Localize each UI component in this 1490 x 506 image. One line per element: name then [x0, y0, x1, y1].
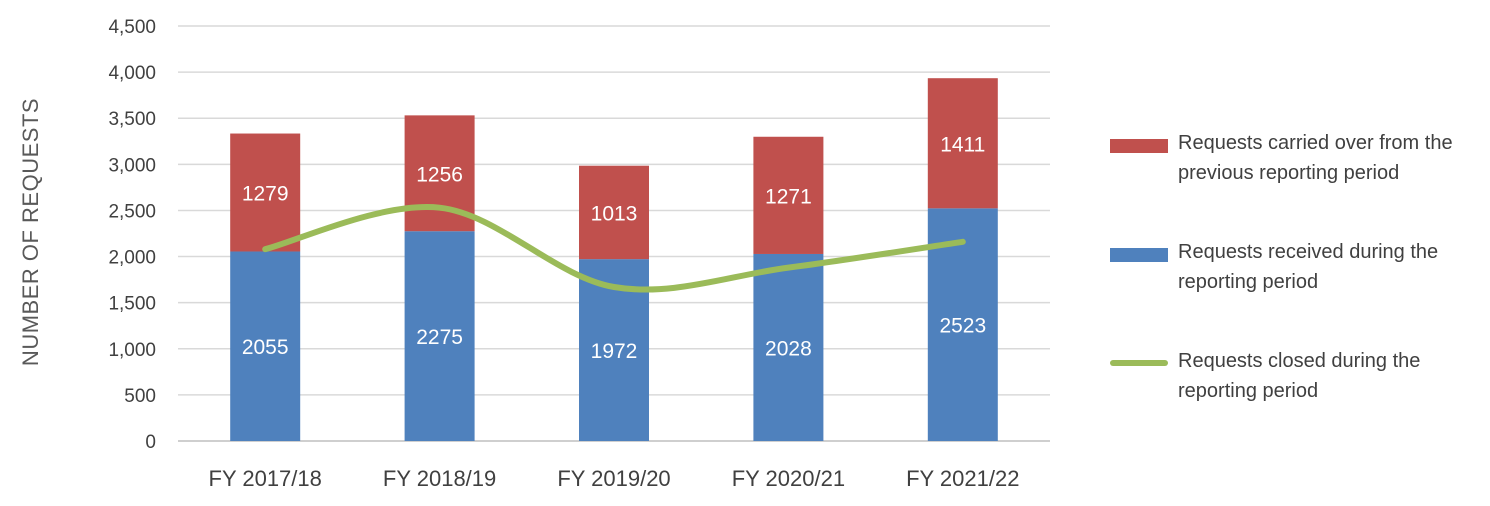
legend: Requests carried over from the previous …	[1110, 128, 1485, 455]
closed-line	[262, 204, 966, 293]
bar-received	[404, 231, 475, 441]
bar-carried	[579, 165, 649, 260]
y-tick-label: 3,500	[108, 109, 156, 130]
data-label-carried: 1256	[416, 163, 463, 186]
y-tick-label: 4,000	[108, 63, 156, 84]
bar-carried	[753, 136, 824, 254]
legend-label-received: Requests received during the reporting p…	[1178, 241, 1439, 293]
bar-received	[753, 253, 824, 441]
data-label-carried: 1013	[591, 202, 638, 225]
data-label-carried: 1271	[765, 185, 812, 208]
bar-carried	[230, 133, 301, 252]
y-tick-label: 4,500	[108, 17, 156, 38]
legend-swatch-closed	[1110, 360, 1168, 366]
legend-item-closed: Requests closed during the reporting per…	[1110, 346, 1485, 410]
y-tick-label: 2,000	[108, 248, 156, 269]
y-tick-label: 2,500	[108, 201, 156, 222]
bars: 2055 1279 2275 1256 1972 1013 2028 1271 2523 1411	[230, 78, 998, 441]
data-label-received: 2055	[242, 336, 289, 359]
x-category-label: FY 2019/20	[557, 466, 670, 491]
data-label-received: 2028	[765, 337, 812, 360]
legend-label-carried: Requests carried over from the previous …	[1178, 132, 1453, 184]
data-label-received: 2275	[416, 326, 463, 349]
y-tick-label: 3,000	[108, 155, 156, 176]
x-category-label: FY 2018/19	[383, 466, 496, 491]
y-tick-label: 1,000	[108, 340, 156, 361]
y-tick-label: 0	[145, 432, 156, 453]
data-label-received: 1972	[591, 340, 638, 363]
x-category-label: FY 2021/22	[906, 466, 1019, 491]
legend-swatch-carried	[1110, 139, 1168, 153]
bar-carried	[927, 78, 998, 209]
y-axis-ticks: 0 500 1,000 1,500 2,000 2,500 3,000 3,500 4,000 4…	[108, 17, 156, 453]
y-tick-label: 500	[124, 386, 156, 407]
data-label-received: 2523	[939, 315, 986, 338]
legend-item-received: Requests received during the reporting p…	[1110, 237, 1485, 301]
legend-item-carried: Requests carried over from the previous …	[1110, 128, 1485, 192]
x-category-label: FY 2017/18	[209, 466, 322, 491]
y-axis-title: NUMBER OF REQUESTS	[18, 98, 43, 366]
bar-received	[230, 251, 301, 441]
legend-label-closed: Requests closed during the reporting per…	[1178, 350, 1421, 402]
x-category-label: FY 2020/21	[732, 466, 845, 491]
legend-swatch-received	[1110, 248, 1168, 262]
x-axis-labels: FY 2017/18 FY 2018/19 FY 2019/20 FY 2020/21…	[209, 466, 1020, 491]
y-tick-label: 1,500	[108, 294, 156, 315]
data-label-carried: 1279	[242, 183, 289, 206]
data-label-carried: 1411	[940, 133, 985, 156]
